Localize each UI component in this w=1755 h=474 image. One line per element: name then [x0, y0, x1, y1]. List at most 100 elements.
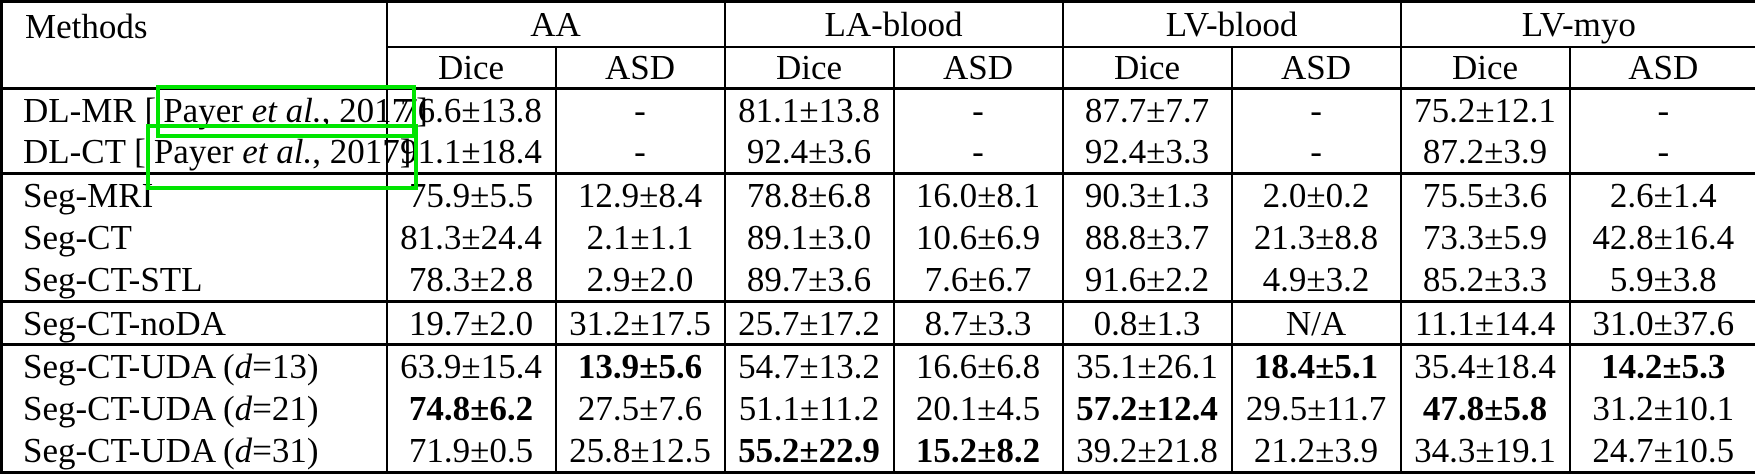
value-cell: 18.4±5.1	[1230, 342, 1401, 388]
value-cell: 11.1±14.4	[1399, 300, 1570, 345]
value-cell: 2.1±1.1	[554, 216, 725, 260]
subheader-asd: ASD	[1568, 46, 1755, 90]
value-cell: 78.8±6.8	[723, 172, 894, 217]
value-cell: -	[554, 88, 725, 132]
method-cell: Seg-CT-STL	[0, 259, 387, 302]
value-cell: 63.9±15.4	[385, 342, 556, 388]
method-cell: DL-CT [Payer et al., 2017]	[0, 124, 419, 191]
subheader-dice: Dice	[1399, 46, 1570, 90]
value-cell: 39.2±21.8	[1061, 429, 1232, 473]
value-cell: 75.2±12.1	[1399, 88, 1570, 132]
value-cell: 85.2±3.3	[1399, 259, 1570, 302]
italic-text: d	[234, 388, 253, 428]
value-cell: 0.8±1.3	[1061, 300, 1232, 345]
table-row: Seg-CT 81.3±24.4 2.1±1.1 89.1±3.0 10.6±6.9 88…	[0, 216, 1755, 260]
value-cell: 10.6±6.9	[892, 216, 1063, 260]
italic-text: d	[234, 347, 253, 387]
citation-link-box[interactable]: Payer et al., 2017	[156, 85, 417, 139]
value-cell: 92.4±3.3	[1061, 131, 1232, 174]
value-cell: 55.2±22.9	[723, 429, 894, 473]
value-cell: -	[892, 88, 1063, 132]
italic-text: et al.	[242, 132, 313, 172]
method-cell: Seg-MRI	[0, 172, 387, 217]
table-body: DL-MR [Payer et al., 2017] 76.6±13.8-81.1…	[0, 85, 1755, 473]
value-cell: 13.9±5.6	[554, 342, 725, 388]
value-cell: 89.7±3.6	[723, 259, 894, 302]
value-cell: 91.6±2.2	[1061, 259, 1232, 302]
value-cell: 7.6±6.7	[892, 259, 1063, 302]
value-cell: 75.5±3.6	[1399, 172, 1570, 217]
value-cell: 92.4±3.6	[723, 131, 894, 174]
italic-text: et al.	[251, 91, 322, 131]
table-row: Seg-MRI 75.9±5.5 12.9±8.4 78.8±6.8 16.0±8.1 9…	[0, 172, 1755, 217]
group-header-la-blood: LA-blood	[723, 1, 1063, 48]
value-cell: 2.0±0.2	[1230, 172, 1401, 217]
subheader-dice: Dice	[723, 46, 894, 90]
value-cell: 19.7±2.0	[385, 300, 556, 345]
method-cell: Seg-CT	[0, 216, 387, 260]
value-cell: 29.5±11.7	[1230, 387, 1401, 430]
value-cell: 2.6±1.4	[1568, 172, 1755, 217]
header-sub-row: Dice ASD Dice ASD Dice ASD Dice ASD	[2, 46, 1755, 90]
table-row: DL-CT [Payer et al., 2017] 91.1±18.4-92.4…	[0, 124, 1755, 191]
value-cell: 31.2±10.1	[1568, 387, 1755, 430]
value-cell: 81.1±13.8	[723, 88, 894, 132]
value-cell: -	[554, 131, 725, 174]
value-cell: -	[1230, 131, 1401, 174]
value-cell: -	[1230, 88, 1401, 132]
value-cell: 42.8±16.4	[1568, 216, 1755, 260]
table-row: DL-MR [Payer et al., 2017] 76.6±13.8-81.1…	[0, 85, 1755, 139]
value-cell: 20.1±4.5	[892, 387, 1063, 430]
value-cell: 27.5±7.6	[554, 387, 725, 430]
value-cell: 2.9±2.0	[554, 259, 725, 302]
value-cell: 12.9±8.4	[554, 172, 725, 217]
value-cell: -	[892, 131, 1063, 174]
subheader-asd: ASD	[892, 46, 1063, 90]
value-cell: N/A	[1230, 300, 1401, 345]
method-cell: Seg-CT-UDA (d=21)	[0, 387, 387, 430]
group-header-aa: AA	[385, 1, 725, 48]
value-cell: 88.8±3.7	[1061, 216, 1232, 260]
value-cell: 57.2±12.4	[1061, 387, 1232, 430]
italic-text: d	[234, 430, 253, 470]
value-cell: 51.1±11.2	[723, 387, 894, 430]
value-cell: 35.1±26.1	[1061, 342, 1232, 388]
value-cell: 21.3±8.8	[1230, 216, 1401, 260]
group-header-lv-blood: LV-blood	[1061, 1, 1401, 48]
methods-column-header: Methods	[0, 1, 387, 90]
value-cell: 4.9±3.2	[1230, 259, 1401, 302]
method-cell: Seg-CT-UDA (d=31)	[0, 429, 387, 473]
table-row: Seg-CT-UDA (d=31) 71.9±0.5 25.8±12.5 55.2±2…	[0, 429, 1755, 473]
value-cell: 74.8±6.2	[385, 387, 556, 430]
value-cell: 73.3±5.9	[1399, 216, 1570, 260]
value-cell: 25.8±12.5	[554, 429, 725, 473]
value-cell: 31.0±37.6	[1568, 300, 1755, 345]
citation-link-box[interactable]: Payer et al., 2017]	[145, 124, 419, 191]
value-cell: 35.4±18.4	[1399, 342, 1570, 388]
value-cell: 87.7±7.7	[1061, 88, 1232, 132]
subheader-dice: Dice	[1061, 46, 1232, 90]
table-row: Seg-CT-UDA (d=21) 74.8±6.2 27.5±7.6 51.1±11…	[0, 387, 1755, 430]
value-cell: 54.7±13.2	[723, 342, 894, 388]
value-cell: 89.1±3.0	[723, 216, 894, 260]
table-row: Seg-CT-STL 78.3±2.8 2.9±2.0 89.7±3.6 7.6±6.7…	[0, 259, 1755, 302]
value-cell: 76.6±13.8	[385, 88, 556, 132]
value-cell: 75.9±5.5	[385, 172, 556, 217]
value-cell: 78.3±2.8	[385, 259, 556, 302]
subheader-asd: ASD	[1230, 46, 1401, 90]
table-row: Seg-CT-UDA (d=13) 63.9±15.4 13.9±5.6 54.7±1…	[0, 342, 1755, 388]
value-cell: 47.8±5.8	[1399, 387, 1570, 430]
value-cell: 25.7±17.2	[723, 300, 894, 345]
value-cell: 90.3±1.3	[1061, 172, 1232, 217]
value-cell: 16.6±6.8	[892, 342, 1063, 388]
method-cell: Seg-CT-UDA (d=13)	[0, 342, 387, 388]
value-cell: 21.2±3.9	[1230, 429, 1401, 473]
value-cell: 5.9±3.8	[1568, 259, 1755, 302]
value-cell: 15.2±8.2	[892, 429, 1063, 473]
value-cell: 8.7±3.3	[892, 300, 1063, 345]
value-cell: 31.2±17.5	[554, 300, 725, 345]
value-cell: -	[1568, 88, 1755, 132]
table-row: Seg-CT-noDA 19.7±2.0 31.2±17.5 25.7±17.2 8.7…	[0, 300, 1755, 345]
method-cell: DL-MR [Payer et al., 2017]	[0, 85, 428, 139]
